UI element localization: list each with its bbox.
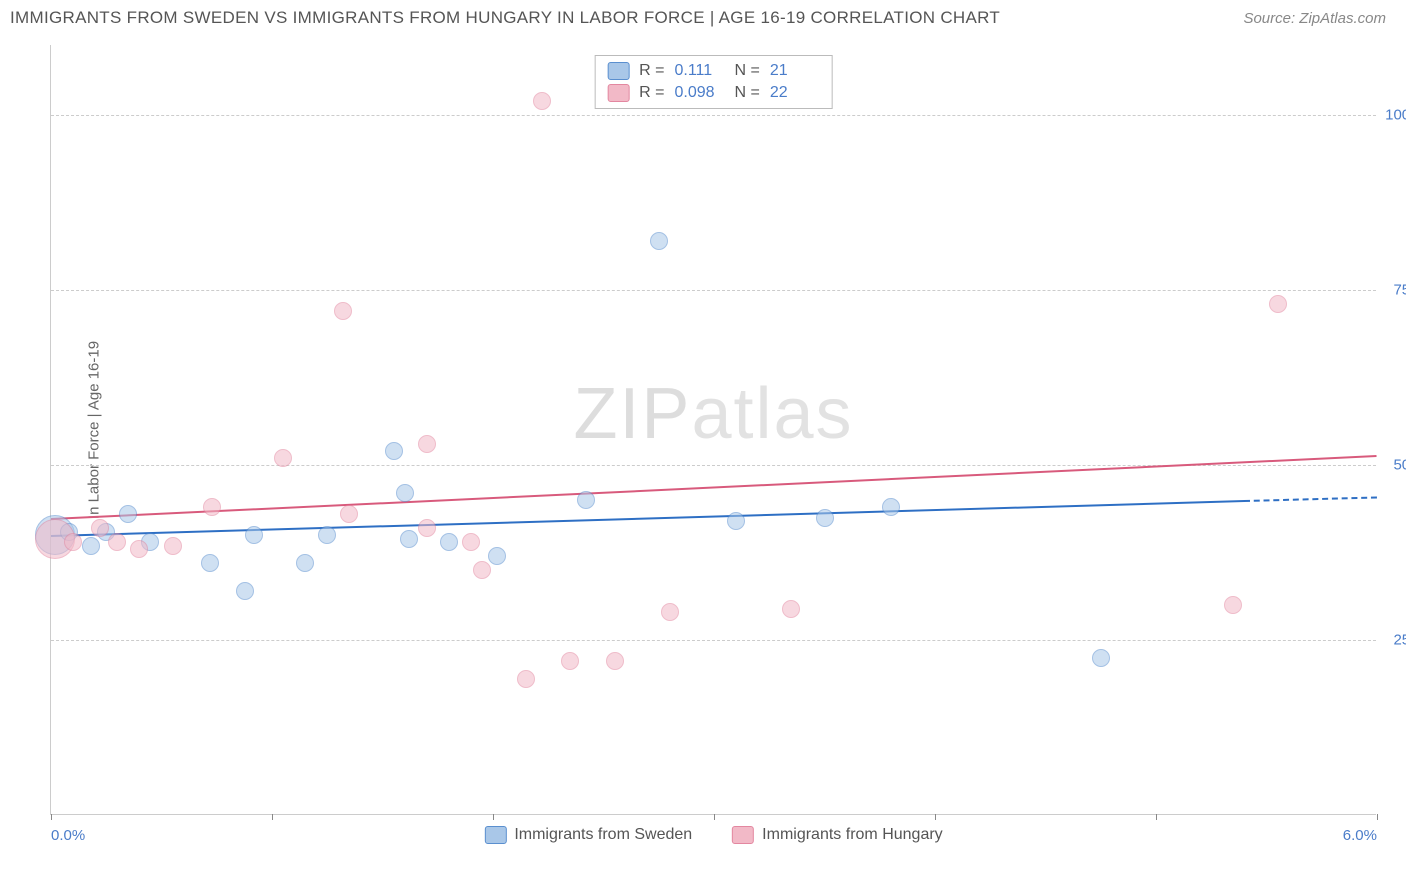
data-point bbox=[418, 435, 436, 453]
correlation-legend: R = 0.111 N = 21 R = 0.098 N = 22 bbox=[594, 55, 833, 109]
data-point bbox=[164, 537, 182, 555]
x-tick bbox=[1377, 814, 1378, 820]
n-value: 22 bbox=[770, 84, 820, 102]
watermark-thin: atlas bbox=[691, 374, 853, 454]
y-axis-label: In Labor Force | Age 16-19 bbox=[86, 340, 103, 518]
data-point bbox=[340, 505, 358, 523]
n-label: N = bbox=[735, 84, 760, 102]
x-tick bbox=[714, 814, 715, 820]
scatter-chart: In Labor Force | Age 16-19 ZIPatlas 25.0… bbox=[50, 45, 1376, 815]
data-point bbox=[1269, 295, 1287, 313]
data-point bbox=[296, 554, 314, 572]
data-point bbox=[201, 554, 219, 572]
data-point bbox=[203, 498, 221, 516]
r-label: R = bbox=[639, 84, 664, 102]
n-value: 21 bbox=[770, 62, 820, 80]
x-tick bbox=[51, 814, 52, 820]
data-point bbox=[727, 512, 745, 530]
x-tick bbox=[493, 814, 494, 820]
data-point bbox=[236, 582, 254, 600]
data-point bbox=[782, 600, 800, 618]
legend-item: Immigrants from Hungary bbox=[732, 826, 943, 844]
data-point bbox=[274, 449, 292, 467]
legend-item: Immigrants from Sweden bbox=[484, 826, 692, 844]
gridline bbox=[51, 640, 1376, 641]
title-bar: IMMIGRANTS FROM SWEDEN VS IMMIGRANTS FRO… bbox=[0, 0, 1406, 32]
trend-line bbox=[1244, 497, 1377, 502]
data-point bbox=[473, 561, 491, 579]
gridline bbox=[51, 290, 1376, 291]
r-value: 0.111 bbox=[675, 62, 725, 80]
data-point bbox=[517, 670, 535, 688]
gridline bbox=[51, 115, 1376, 116]
legend-swatch bbox=[607, 84, 629, 102]
x-tick bbox=[1156, 814, 1157, 820]
n-label: N = bbox=[735, 62, 760, 80]
data-point bbox=[488, 547, 506, 565]
data-point bbox=[533, 92, 551, 110]
x-tick-label: 6.0% bbox=[1343, 827, 1377, 844]
trend-line bbox=[51, 500, 1244, 537]
series-legend: Immigrants from Sweden Immigrants from Hu… bbox=[484, 826, 942, 844]
data-point bbox=[130, 540, 148, 558]
source-label: Source: ZipAtlas.com bbox=[1243, 10, 1386, 27]
data-point bbox=[91, 519, 109, 537]
x-tick-label: 0.0% bbox=[51, 827, 85, 844]
data-point bbox=[82, 537, 100, 555]
data-point bbox=[334, 302, 352, 320]
data-point bbox=[400, 530, 418, 548]
y-tick-label: 75.0% bbox=[1393, 282, 1406, 299]
data-point bbox=[882, 498, 900, 516]
x-tick bbox=[935, 814, 936, 820]
data-point bbox=[119, 505, 137, 523]
data-point bbox=[816, 509, 834, 527]
legend-label: Immigrants from Sweden bbox=[514, 826, 692, 844]
legend-row: R = 0.111 N = 21 bbox=[607, 60, 820, 82]
watermark-bold: ZIP bbox=[573, 374, 691, 454]
data-point bbox=[462, 533, 480, 551]
data-point bbox=[396, 484, 414, 502]
legend-label: Immigrants from Hungary bbox=[762, 826, 943, 844]
y-tick-label: 50.0% bbox=[1393, 457, 1406, 474]
data-point bbox=[440, 533, 458, 551]
data-point bbox=[650, 232, 668, 250]
data-point bbox=[661, 603, 679, 621]
data-point bbox=[64, 533, 82, 551]
data-point bbox=[1224, 596, 1242, 614]
data-point bbox=[418, 519, 436, 537]
legend-swatch bbox=[732, 826, 754, 844]
data-point bbox=[245, 526, 263, 544]
data-point bbox=[577, 491, 595, 509]
data-point bbox=[108, 533, 126, 551]
data-point bbox=[1092, 649, 1110, 667]
legend-swatch bbox=[607, 62, 629, 80]
x-tick bbox=[272, 814, 273, 820]
data-point bbox=[606, 652, 624, 670]
data-point bbox=[385, 442, 403, 460]
chart-title: IMMIGRANTS FROM SWEDEN VS IMMIGRANTS FRO… bbox=[10, 8, 1000, 28]
watermark: ZIPatlas bbox=[573, 373, 853, 455]
r-label: R = bbox=[639, 62, 664, 80]
y-tick-label: 25.0% bbox=[1393, 632, 1406, 649]
legend-row: R = 0.098 N = 22 bbox=[607, 82, 820, 104]
y-tick-label: 100.0% bbox=[1385, 107, 1406, 124]
legend-swatch bbox=[484, 826, 506, 844]
r-value: 0.098 bbox=[675, 84, 725, 102]
data-point bbox=[561, 652, 579, 670]
data-point bbox=[318, 526, 336, 544]
